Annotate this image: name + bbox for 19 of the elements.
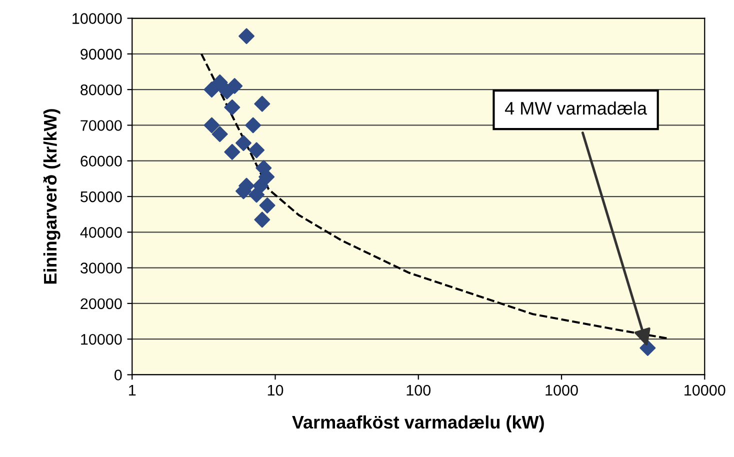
y-tick-label: 90000 [80, 48, 122, 60]
y-tick-label: 70000 [80, 120, 122, 131]
y-tick-label: 80000 [80, 84, 122, 96]
x-tick-label: 10 [268, 384, 284, 396]
y-tick-label: 60000 [80, 156, 122, 167]
x-axis-title: Varmaafköst varmadælu (kW) [292, 415, 544, 432]
x-tick-label: 100 [406, 384, 431, 396]
y-tick-label: 100000 [72, 13, 122, 24]
y-tick-label: 50000 [80, 191, 122, 202]
y-axis-title: Einingarverð (kr/kW) [43, 109, 60, 284]
annotation: 4 MW varmadæla [504, 101, 648, 115]
y-tick-label: 30000 [80, 262, 122, 274]
y-tick-label: 40000 [80, 227, 122, 238]
x-tick-label: 1 [129, 385, 136, 396]
x-tick-label: 1000 [546, 384, 578, 396]
y-tick-label: 10000 [81, 334, 122, 345]
x-tick-label: 10000 [684, 384, 726, 396]
y-tick-label: 20000 [80, 298, 122, 310]
y-tick-label: 0 [114, 370, 122, 380]
